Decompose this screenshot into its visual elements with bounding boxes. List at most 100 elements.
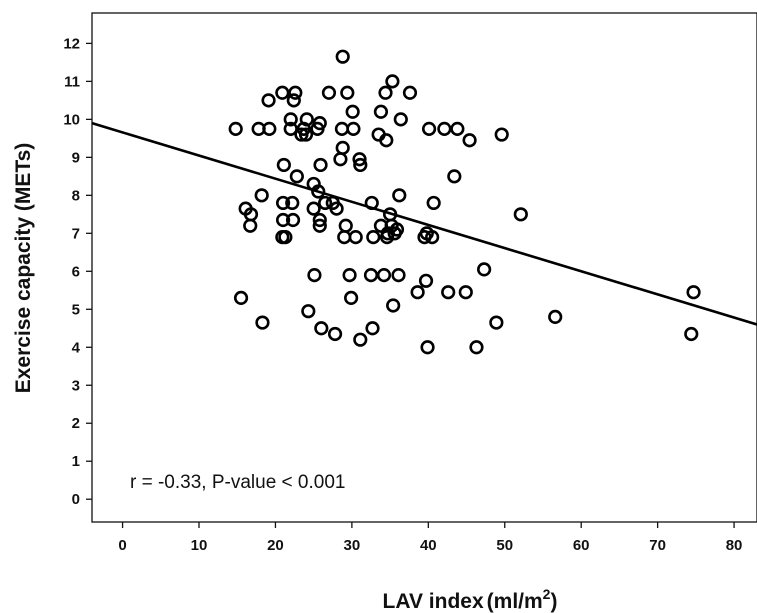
x-axis-unit-superscript: 2 bbox=[543, 586, 551, 602]
data-point bbox=[379, 230, 395, 245]
data-point bbox=[376, 267, 392, 283]
x-axis-unit: (ml/m bbox=[487, 590, 543, 613]
data-point bbox=[254, 188, 269, 203]
data-point bbox=[329, 201, 344, 216]
data-point bbox=[276, 157, 291, 173]
data-point bbox=[228, 121, 243, 136]
data-point bbox=[348, 230, 363, 245]
data-point bbox=[311, 184, 326, 199]
data-point bbox=[342, 267, 357, 283]
data-point bbox=[283, 121, 298, 136]
data-point bbox=[262, 121, 277, 136]
data-point bbox=[363, 267, 379, 283]
y-tick-label: 9 bbox=[72, 149, 80, 166]
data-point bbox=[298, 127, 314, 142]
data-point bbox=[344, 290, 359, 305]
regression-line bbox=[91, 121, 757, 326]
data-point bbox=[378, 85, 393, 100]
data-point bbox=[285, 212, 301, 228]
data-point bbox=[321, 85, 337, 100]
y-tick-label: 6 bbox=[72, 263, 80, 280]
data-point bbox=[417, 230, 432, 245]
data-point bbox=[314, 321, 329, 336]
data-point bbox=[425, 230, 440, 245]
data-point bbox=[346, 121, 361, 136]
data-point bbox=[312, 116, 327, 131]
data-point bbox=[364, 195, 379, 211]
data-point bbox=[686, 285, 701, 300]
data-point bbox=[233, 290, 249, 305]
data-point bbox=[410, 285, 425, 300]
data-point bbox=[548, 309, 563, 324]
data-point bbox=[275, 212, 291, 228]
y-tick-label: 1 bbox=[72, 453, 80, 470]
data-point bbox=[345, 104, 360, 119]
data-point bbox=[441, 285, 456, 300]
data-point bbox=[450, 121, 465, 136]
data-point bbox=[392, 188, 407, 203]
data-point bbox=[391, 267, 406, 283]
data-point bbox=[294, 127, 309, 142]
plot-area bbox=[91, 12, 757, 523]
x-axis-ticks: 0 10 20 30 40 50 60 70 80 bbox=[118, 522, 742, 554]
y-tick-label: 11 bbox=[64, 73, 80, 90]
data-point bbox=[353, 332, 368, 347]
data-point bbox=[477, 262, 492, 277]
data-point bbox=[318, 195, 333, 211]
data-point bbox=[426, 195, 441, 211]
x-tick-label: 70 bbox=[649, 537, 666, 554]
data-point bbox=[373, 104, 389, 119]
y-tick-label: 12 bbox=[63, 35, 80, 52]
data-point bbox=[389, 222, 405, 237]
y-tick-label: 5 bbox=[72, 301, 80, 318]
x-axis-label: LAV index bbox=[383, 590, 484, 613]
data-point bbox=[366, 230, 381, 245]
x-axis-title: LAV index (ml/m2) bbox=[383, 586, 558, 613]
data-point bbox=[462, 133, 477, 148]
data-point bbox=[469, 340, 484, 355]
data-point bbox=[312, 218, 327, 233]
data-point bbox=[286, 93, 301, 108]
data-point bbox=[261, 93, 276, 108]
data-point bbox=[289, 169, 304, 184]
data-point bbox=[379, 133, 394, 148]
y-tick-label: 2 bbox=[72, 415, 80, 432]
data-point bbox=[333, 152, 348, 167]
data-point bbox=[458, 285, 473, 300]
data-point bbox=[313, 157, 328, 173]
data-point bbox=[340, 85, 355, 100]
y-tick-label: 3 bbox=[72, 377, 80, 394]
data-point bbox=[447, 169, 462, 184]
data-point bbox=[306, 201, 321, 216]
data-point bbox=[307, 267, 322, 283]
data-point bbox=[365, 321, 380, 336]
data-point bbox=[421, 121, 437, 136]
data-point bbox=[513, 207, 528, 222]
y-axis-title: Exercise capacity (METs) bbox=[12, 143, 35, 394]
data-point bbox=[420, 340, 435, 355]
data-point bbox=[288, 85, 303, 100]
y-tick-label: 4 bbox=[72, 339, 81, 356]
data-point bbox=[437, 121, 452, 136]
data-point bbox=[418, 273, 434, 288]
data-point bbox=[255, 315, 270, 330]
x-tick-label: 30 bbox=[344, 537, 361, 554]
data-point bbox=[275, 195, 291, 211]
data-point bbox=[386, 298, 401, 313]
data-point bbox=[285, 195, 300, 211]
x-tick-label: 50 bbox=[496, 537, 513, 554]
y-tick-label: 0 bbox=[72, 491, 80, 508]
data-point bbox=[352, 152, 367, 167]
data-point bbox=[312, 212, 327, 228]
data-point bbox=[275, 85, 290, 100]
x-axis-unit-close: ) bbox=[550, 590, 557, 613]
correlation-annotation: r = -0.33, P-value < 0.001 bbox=[130, 472, 345, 493]
y-tick-label: 8 bbox=[72, 187, 80, 204]
data-point bbox=[301, 304, 316, 319]
data-point bbox=[402, 85, 418, 100]
x-tick-label: 40 bbox=[420, 537, 437, 554]
data-point bbox=[243, 218, 258, 233]
data-point bbox=[353, 157, 368, 173]
